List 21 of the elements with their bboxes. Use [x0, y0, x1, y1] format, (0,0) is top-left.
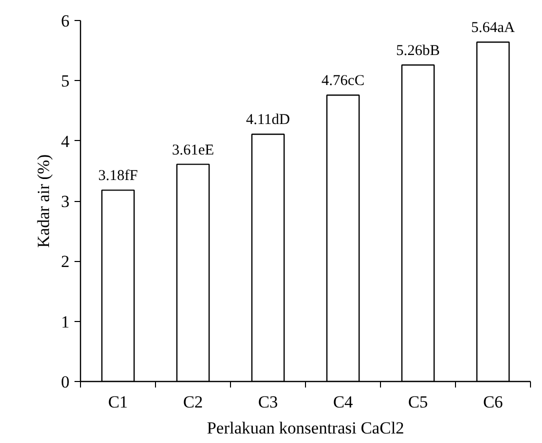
data-label: 4.11dD [246, 112, 290, 128]
y-tick-label: 1 [61, 312, 70, 332]
y-tick-label: 0 [61, 372, 70, 392]
x-axis-title: Perlakuan konsentrasi CaCl2 [206, 418, 404, 438]
y-tick-label: 3 [61, 192, 70, 211]
y-tick-label: 6 [61, 12, 70, 30]
data-label: 3.18fF [98, 168, 138, 184]
y-axis-title: Kadar air (%) [34, 154, 53, 248]
x-tick-label: C4 [333, 392, 354, 412]
data-label: 5.26bB [396, 43, 440, 60]
y-tick-label: 5 [61, 72, 70, 91]
y-tick-label: 2 [61, 252, 70, 272]
x-tick-label: C2 [183, 392, 203, 412]
data-label: 3.61eE [172, 142, 214, 158]
data-label: 4.76cC [322, 73, 364, 90]
x-tick-label: C1 [108, 392, 128, 412]
x-tick-label: C5 [408, 392, 428, 412]
data-label: 5.64aA [471, 20, 516, 36]
y-tick-label: 4 [61, 132, 70, 151]
x-tick-label: C3 [258, 392, 278, 412]
x-tick-label: C6 [483, 392, 503, 412]
